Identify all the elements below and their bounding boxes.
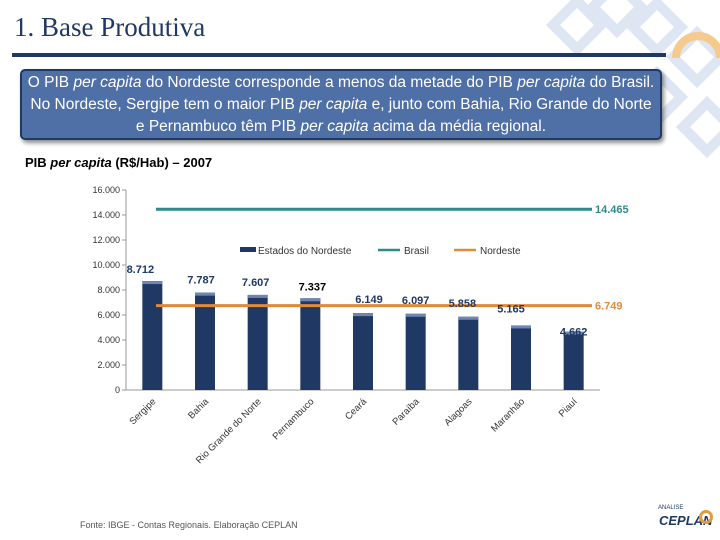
bar [511,325,531,390]
y-tick-label: 4.000 [97,335,120,345]
category-label: Sergipe [128,396,159,427]
y-tick-label: 10.000 [92,260,120,270]
category-label: Maranhão [489,396,527,434]
subtitle-prefix: PIB [25,155,51,170]
callout-text: do Brasil. No Nordeste, Sergipe tem o ma… [30,74,655,113]
deco-square [585,0,649,39]
bar-value-label: 6.097 [402,295,430,307]
legend-label: Nordeste [480,246,521,257]
subtitle-italic: per capita [50,155,112,170]
callout-text: O PIB [27,74,74,91]
brasil-value-label: 14.465 [595,204,629,216]
bar-highlight [142,281,163,285]
y-tick-label: 12.000 [92,235,120,245]
y-tick-label: 6.000 [97,310,120,320]
logo-small-text: ANALISE [658,505,684,511]
logo-mark-icon [699,510,713,524]
y-tick-label: 8.000 [97,285,120,295]
category-label: Ceará [343,396,370,423]
bar [458,316,479,390]
bar-highlight [511,325,531,329]
bar-highlight [353,313,373,317]
y-tick-label: 14.000 [92,210,120,220]
page-title: 1. Base Produtiva [14,12,206,42]
ceplan-logo: ANALISE CEPLAN [655,505,715,533]
deco-square [625,0,689,59]
bar-value-label: 4.662 [560,327,588,339]
bar-value-label: 5.858 [449,298,477,310]
deco-square [675,95,720,159]
subtitle-suffix: (R$/Hab) – 2007 [111,155,213,170]
y-tick-label: 2.000 [97,360,120,370]
summary-callout: O PIB per capita do Nordeste corresponde… [20,69,662,140]
bar-highlight [247,294,268,298]
callout-italic: per capita [73,74,142,91]
callout-italic: per capita [517,74,586,91]
callout-text: do Nordeste corresponde a menos da metad… [141,74,518,91]
bar-value-label: 6.149 [355,294,383,306]
callout-text: acima da média regional. [368,118,547,135]
deco-orange-arc [672,32,720,59]
bar [353,313,373,390]
deco-square [545,0,609,57]
bar-value-label: 7.607 [242,277,270,289]
bar-highlight [458,316,479,320]
source-note: Fonte: IBGE - Contas Regionais. Elaboraç… [80,520,298,530]
y-tick-label: 16.000 [92,185,120,195]
bar [405,313,426,390]
bar [195,292,215,390]
bar [247,294,268,390]
category-label: Pernambuco [271,396,317,442]
chart-subtitle: PIB per capita (R$/Hab) – 2007 [25,155,212,170]
category-label: Bahia [186,396,211,421]
category-label: Paraíba [390,396,422,428]
callout-text: e, junto com Bahia, Rio Grande do Norte … [135,96,652,135]
bar-highlight [195,292,215,296]
bar-highlight [405,313,426,317]
bar-value-label: 8.712 [127,264,155,276]
bar [300,298,321,390]
bar-highlight [563,331,584,335]
legend-label: Brasil [404,246,429,257]
legend-swatch [240,247,256,252]
category-label: Alagoas [442,396,474,428]
title-underline [12,53,666,57]
bar-chart: 0 2.000 4.000 6.000 8.000 10.000 12.000 14.000 1… [92,185,629,466]
callout-italic: per capita [299,96,368,113]
bar-value-label: 7.787 [187,275,215,287]
nordeste-value-label: 6.749 [595,301,623,313]
category-label: Piauí [557,396,580,419]
legend-label: Estados do Nordeste [258,246,352,257]
bar-value-label: 5.165 [497,303,525,315]
bar [563,331,584,390]
y-tick-label: 0 [115,385,120,395]
bar-highlight [300,298,321,302]
bar [142,281,163,390]
bar-value-label: 7.337 [299,281,327,293]
callout-italic: per capita [300,118,369,135]
